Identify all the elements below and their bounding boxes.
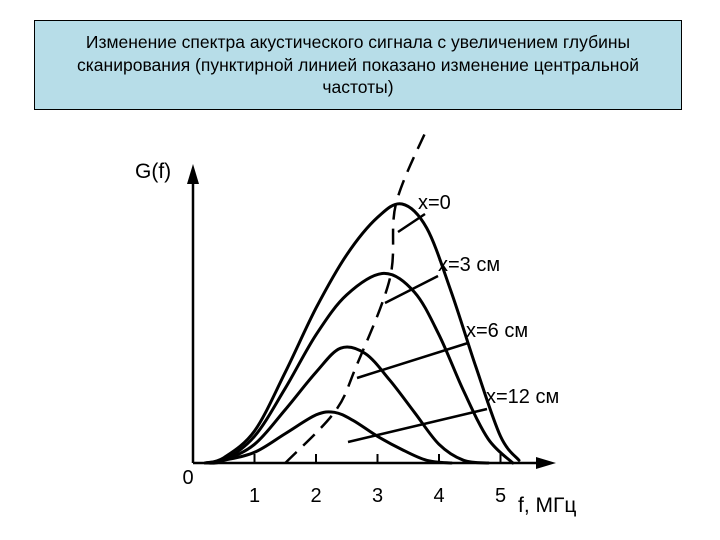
- axes: [187, 164, 556, 469]
- labels: 1 2 3 4 5 0 G(f) f, МГц x=0 x=3 см x=6 см x=12 см: [135, 160, 576, 517]
- series-label-3: x=12 см: [486, 386, 559, 408]
- chart-title: Изменение спектра акустического сигнала …: [77, 32, 639, 98]
- leader-line-0: [397, 212, 426, 234]
- center-frequency-line: [284, 128, 428, 464]
- series-label-0: x=0: [418, 192, 451, 214]
- x-tick-label: 3: [372, 485, 383, 507]
- leader-line-3: [347, 407, 488, 444]
- title-box: Изменение спектра акустического сигнала …: [34, 20, 682, 110]
- y-axis-arrow: [187, 164, 199, 184]
- series-label-1: x=3 см: [438, 254, 500, 276]
- leader-line-2: [356, 341, 469, 380]
- x-axis-arrow: [536, 457, 556, 469]
- origin-label: 0: [182, 467, 193, 489]
- series-line-0: [203, 202, 521, 465]
- x-axis-label: f, МГц: [518, 494, 576, 517]
- series-line-1: [203, 271, 515, 465]
- series-line-2: [203, 345, 490, 465]
- curves: [203, 128, 521, 465]
- x-tick-label: 4: [433, 485, 444, 507]
- y-axis-label: G(f): [135, 160, 171, 183]
- x-tick-label: 1: [249, 485, 260, 507]
- x-tick-label: 5: [495, 485, 506, 507]
- leader-line-1: [384, 274, 439, 305]
- x-tick-label: 2: [310, 485, 321, 507]
- series-label-2: x=6 см: [466, 320, 528, 342]
- series-line-3: [203, 410, 453, 465]
